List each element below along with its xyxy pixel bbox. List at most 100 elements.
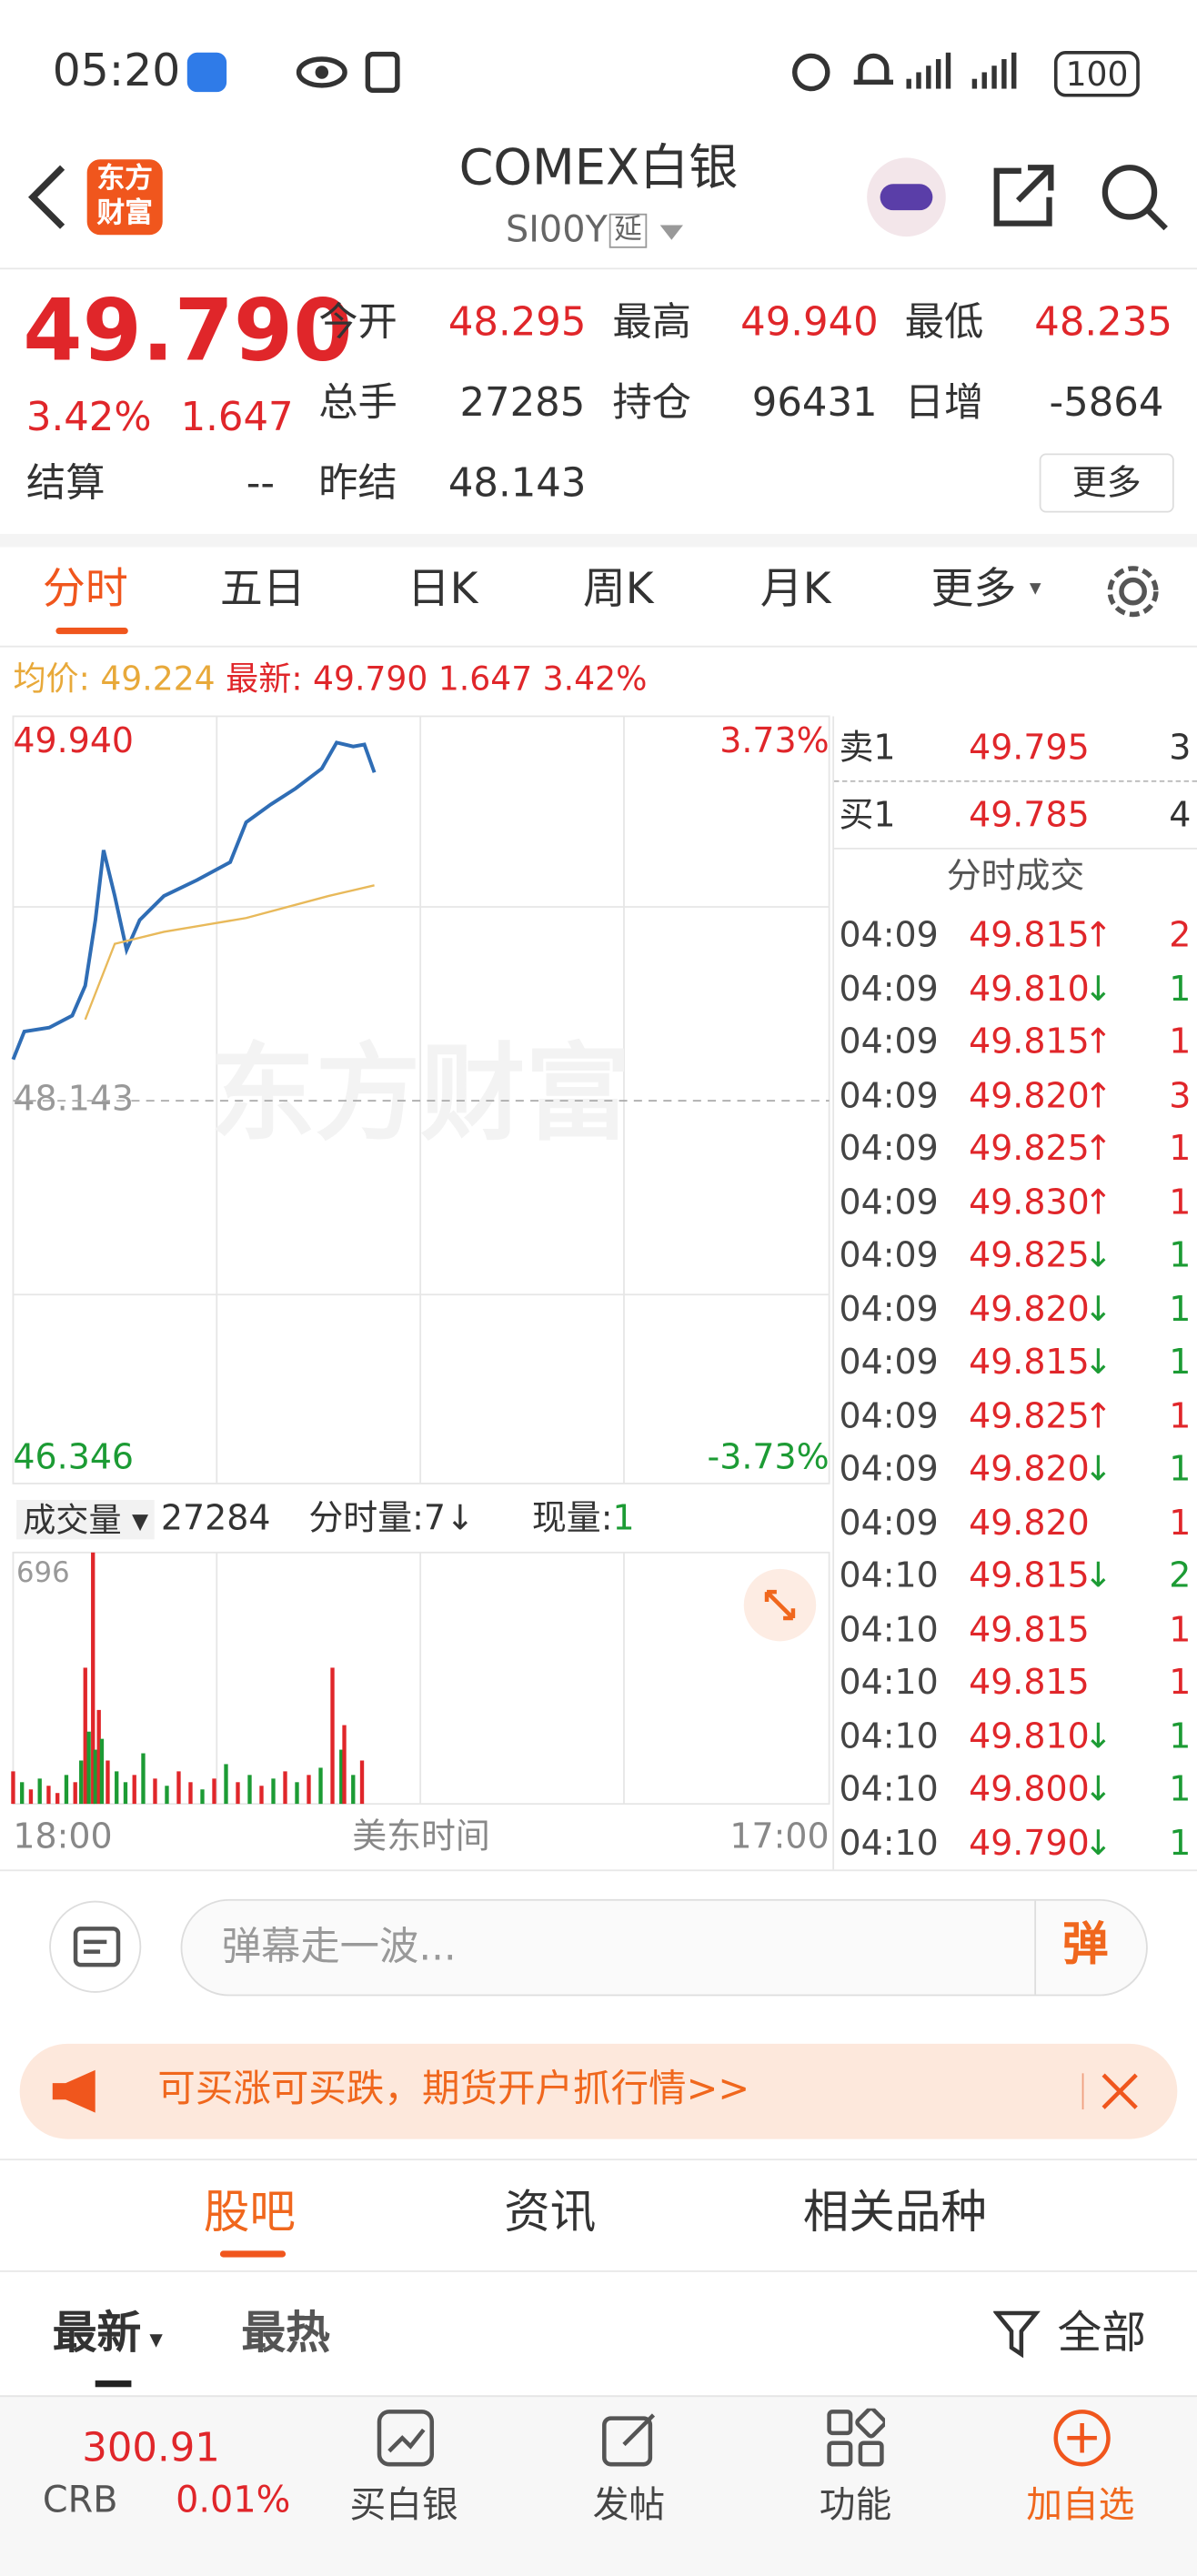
share-icon[interactable] xyxy=(989,161,1058,230)
trade-time: 04:10 xyxy=(839,1716,939,1756)
filter-icon[interactable] xyxy=(993,2309,1042,2361)
section-tab[interactable]: 资讯 xyxy=(504,2185,597,2239)
volume-bar xyxy=(236,1782,240,1805)
nav-item[interactable]: 功能 xyxy=(819,2485,892,2527)
volume-bar xyxy=(271,1778,276,1805)
field-label: 今开 xyxy=(318,298,397,346)
volume-bar xyxy=(188,1782,193,1805)
status-signal xyxy=(792,52,1017,92)
divider xyxy=(832,716,835,1870)
field-label: 最低 xyxy=(904,298,984,346)
status-icons xyxy=(296,51,400,94)
expand-button[interactable] xyxy=(743,1568,817,1642)
current-volume: 现量:1 xyxy=(532,1501,635,1536)
trade-price: 49.820 xyxy=(969,1502,1090,1543)
volume-bar xyxy=(342,1725,347,1805)
filter-hot[interactable]: 最热 xyxy=(241,2308,330,2360)
volume-total: 27284 xyxy=(160,1498,271,1538)
volume-bar xyxy=(99,1738,105,1805)
close-banner[interactable] xyxy=(1100,2072,1139,2111)
field-value: 27285 xyxy=(459,379,586,426)
trade-qty: 1 xyxy=(1169,968,1192,1009)
trade-price: 49.815 xyxy=(969,915,1090,955)
period-tab[interactable]: 更多 xyxy=(930,565,1017,615)
period-tab[interactable]: 月K xyxy=(759,565,831,615)
trade-direction: ↓ xyxy=(1083,1716,1113,1756)
y2-tick-label: 3.73% xyxy=(719,720,829,760)
trade-time: 04:09 xyxy=(839,1448,939,1489)
trade-price: 49.810 xyxy=(969,968,1090,1009)
nav-icon xyxy=(602,2413,656,2467)
period-tab[interactable]: 分时 xyxy=(42,565,128,615)
volume-bar xyxy=(339,1749,344,1805)
trade-qty: 1 xyxy=(1169,1502,1192,1543)
danmaku-toggle[interactable] xyxy=(49,1900,142,1993)
volume-bar xyxy=(91,1552,96,1805)
field-label: 总手 xyxy=(318,379,397,426)
assistant-avatar[interactable] xyxy=(867,157,946,237)
trade-price: 49.815 xyxy=(969,1609,1090,1649)
trade-price: 49.800 xyxy=(969,1769,1090,1809)
nav-item[interactable]: 加自选 xyxy=(1026,2485,1135,2527)
trade-price: 49.815 xyxy=(969,1021,1090,1062)
more-button[interactable]: 更多 xyxy=(1039,453,1174,513)
filter-all[interactable]: 全部 xyxy=(1057,2308,1147,2360)
summary-line: 均价: 49.224 最新: 49.790 1.647 3.42% xyxy=(13,662,647,695)
trade-price: 49.820 xyxy=(969,1448,1090,1489)
nav-icon xyxy=(1053,2410,1111,2467)
nav-item[interactable]: 发帖 xyxy=(592,2485,666,2527)
field-value: 96431 xyxy=(751,379,878,426)
promo-banner[interactable] xyxy=(19,2043,1178,2139)
period-tab[interactable]: 五日 xyxy=(219,565,306,615)
x-axis-label: 美东时间 xyxy=(352,1816,490,1857)
trade-qty: 1 xyxy=(1169,1128,1192,1169)
volume-bar xyxy=(176,1771,181,1805)
trade-direction: ↓ xyxy=(1083,1769,1113,1809)
dropdown-icon: ▾ xyxy=(1029,575,1041,602)
section-tab[interactable]: 相关品种 xyxy=(802,2185,987,2239)
index-value: 300.91 xyxy=(82,2424,220,2471)
search-icon[interactable] xyxy=(1099,161,1171,233)
watermark: 东方财富 xyxy=(210,1033,630,1155)
y-tick-label: 49.940 xyxy=(13,720,134,760)
comment-input[interactable] xyxy=(180,1898,1148,1997)
field-label: 最高 xyxy=(612,298,691,346)
book-qty: 4 xyxy=(1169,795,1192,835)
volume-bar xyxy=(106,1760,110,1805)
y-tick-label: 46.346 xyxy=(13,1436,134,1476)
filter-latest[interactable]: 最新 ▾ xyxy=(52,2308,163,2360)
trade-time: 04:10 xyxy=(839,1822,939,1863)
volume-bar xyxy=(259,1786,264,1805)
instrument-code: SI00Y xyxy=(506,210,608,252)
volume-bar xyxy=(165,1786,169,1805)
volume-bar xyxy=(153,1778,157,1805)
status-time: 05:20 xyxy=(52,45,181,97)
volume-selector[interactable]: 成交量 ▾ xyxy=(16,1499,156,1540)
trade-qty: 1 xyxy=(1169,1822,1192,1863)
index-change: 0.01% xyxy=(176,2480,291,2522)
divider xyxy=(834,780,1197,782)
volume-bar xyxy=(115,1771,119,1805)
last-price: 49.790 xyxy=(23,282,353,382)
volume-bar xyxy=(132,1775,136,1805)
filter-label: 最新 xyxy=(52,2308,142,2360)
dropdown-icon[interactable] xyxy=(657,222,686,242)
trade-time: 04:09 xyxy=(839,1235,939,1275)
period-tab[interactable]: 日K xyxy=(407,565,478,615)
danmaku-button[interactable]: 弹 xyxy=(1061,1917,1109,1972)
trade-time: 04:09 xyxy=(839,1021,939,1062)
current-value: 1 xyxy=(612,1498,635,1538)
divider xyxy=(834,847,1197,850)
section-tab[interactable]: 股吧 xyxy=(203,2185,296,2239)
settings-icon[interactable] xyxy=(1103,562,1162,621)
period-tab[interactable]: 周K xyxy=(582,565,654,615)
nav-item[interactable]: 买白银 xyxy=(349,2485,458,2527)
field-value: 48.295 xyxy=(448,298,587,346)
logo-line: 东方 xyxy=(96,162,153,196)
trade-direction: ↑ xyxy=(1083,915,1113,955)
volume-bar xyxy=(307,1775,311,1805)
volume-bar xyxy=(330,1667,335,1805)
back-button[interactable] xyxy=(26,165,69,230)
trade-time: 04:09 xyxy=(839,915,939,955)
